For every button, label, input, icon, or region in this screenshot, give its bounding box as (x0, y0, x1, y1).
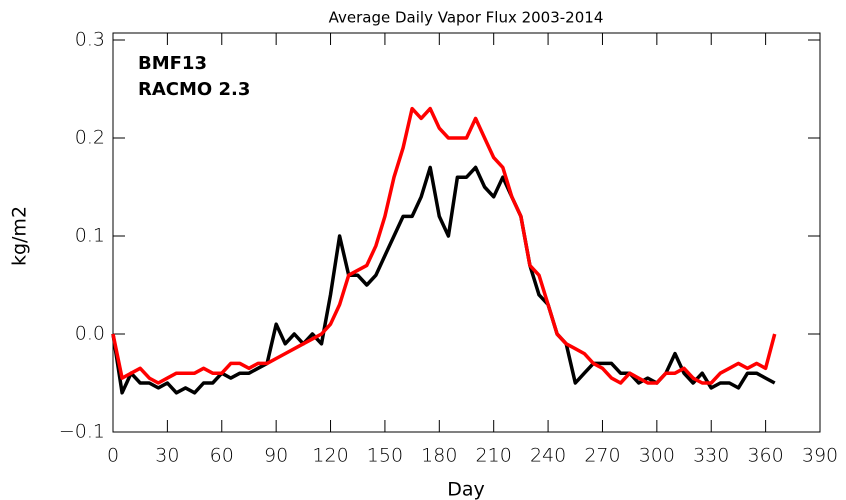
x-axis-label: Day (447, 479, 485, 500)
x-tick-label: 270 (584, 445, 620, 467)
plot-frame (112, 32, 821, 433)
x-tick-label: 390 (802, 445, 838, 467)
x-tick-label: 60 (210, 445, 234, 467)
x-tick-label: 90 (264, 445, 288, 467)
legend-entry: RACMO 2.3 (138, 79, 250, 100)
x-tick-label: 210 (476, 445, 512, 467)
x-tick-label: 180 (421, 445, 457, 467)
x-tick-label: 330 (693, 445, 729, 467)
series-line (111, 106, 777, 385)
x-tick-label: 30 (155, 445, 179, 467)
chart-title: Average Daily Vapor Flux 2003-2014 (329, 9, 604, 27)
y-tick-label: 0.0 (75, 323, 105, 345)
y-axis-label: kg/m2 (9, 206, 31, 266)
x-tick-label: 240 (530, 445, 566, 467)
x-tick-label: 120 (312, 445, 348, 467)
y-tick-label: −0.1 (59, 421, 105, 443)
x-tick-label: 0 (107, 445, 119, 467)
y-tick-label: 0.2 (75, 127, 105, 149)
y-tick-label: 0.1 (75, 225, 105, 247)
x-tick-label: 360 (747, 445, 783, 467)
legend-entry: BMF13 (138, 53, 207, 74)
x-tick-label: 300 (639, 445, 675, 467)
y-tick-label: 0.3 (75, 29, 105, 51)
series-line (111, 165, 776, 395)
x-tick-label: 150 (367, 445, 403, 467)
